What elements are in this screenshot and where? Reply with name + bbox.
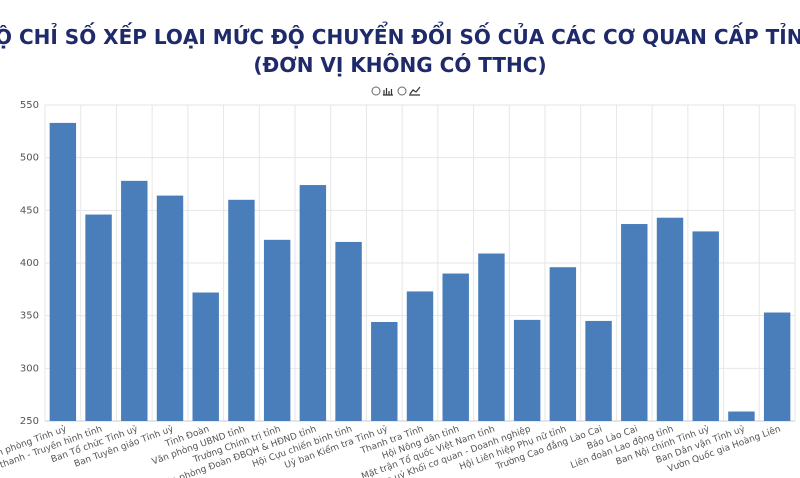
bar	[335, 241, 362, 421]
y-tick-label: 500	[20, 153, 39, 164]
bar	[299, 185, 327, 421]
bar	[442, 273, 469, 421]
bar-icon	[383, 88, 393, 96]
bar	[156, 195, 184, 421]
y-tick-label: 300	[20, 363, 39, 374]
radio-line[interactable]	[397, 86, 407, 96]
bar	[656, 217, 684, 421]
bar	[121, 180, 148, 421]
bar	[692, 231, 719, 421]
bar	[192, 292, 219, 421]
y-tick-label: 450	[20, 205, 39, 216]
y-tick-label: 350	[20, 311, 39, 322]
bar	[728, 411, 755, 421]
bar	[585, 320, 612, 421]
y-tick-label: 550	[20, 100, 39, 111]
bar	[228, 199, 255, 421]
bar	[85, 214, 112, 421]
y-tick-label: 250	[20, 416, 39, 427]
chart-title: (ĐƠN VỊ KHÔNG CÓ TTHC)	[253, 53, 546, 77]
chart-title: BỘ CHỈ SỐ XẾP LOẠI MỨC ĐỘ CHUYỂN ĐỔI SỐ …	[0, 22, 800, 49]
bar	[406, 291, 434, 421]
bar	[371, 321, 398, 421]
bar	[621, 224, 648, 421]
bar	[513, 319, 541, 421]
y-tick-label: 400	[20, 258, 39, 269]
bar	[478, 253, 505, 421]
bar	[549, 267, 577, 421]
chart-type-toggle[interactable]	[371, 86, 421, 96]
radio-bar[interactable]	[371, 86, 381, 96]
line-icon	[409, 86, 421, 96]
bar	[49, 122, 77, 421]
bar	[763, 312, 791, 421]
bar	[263, 239, 291, 421]
